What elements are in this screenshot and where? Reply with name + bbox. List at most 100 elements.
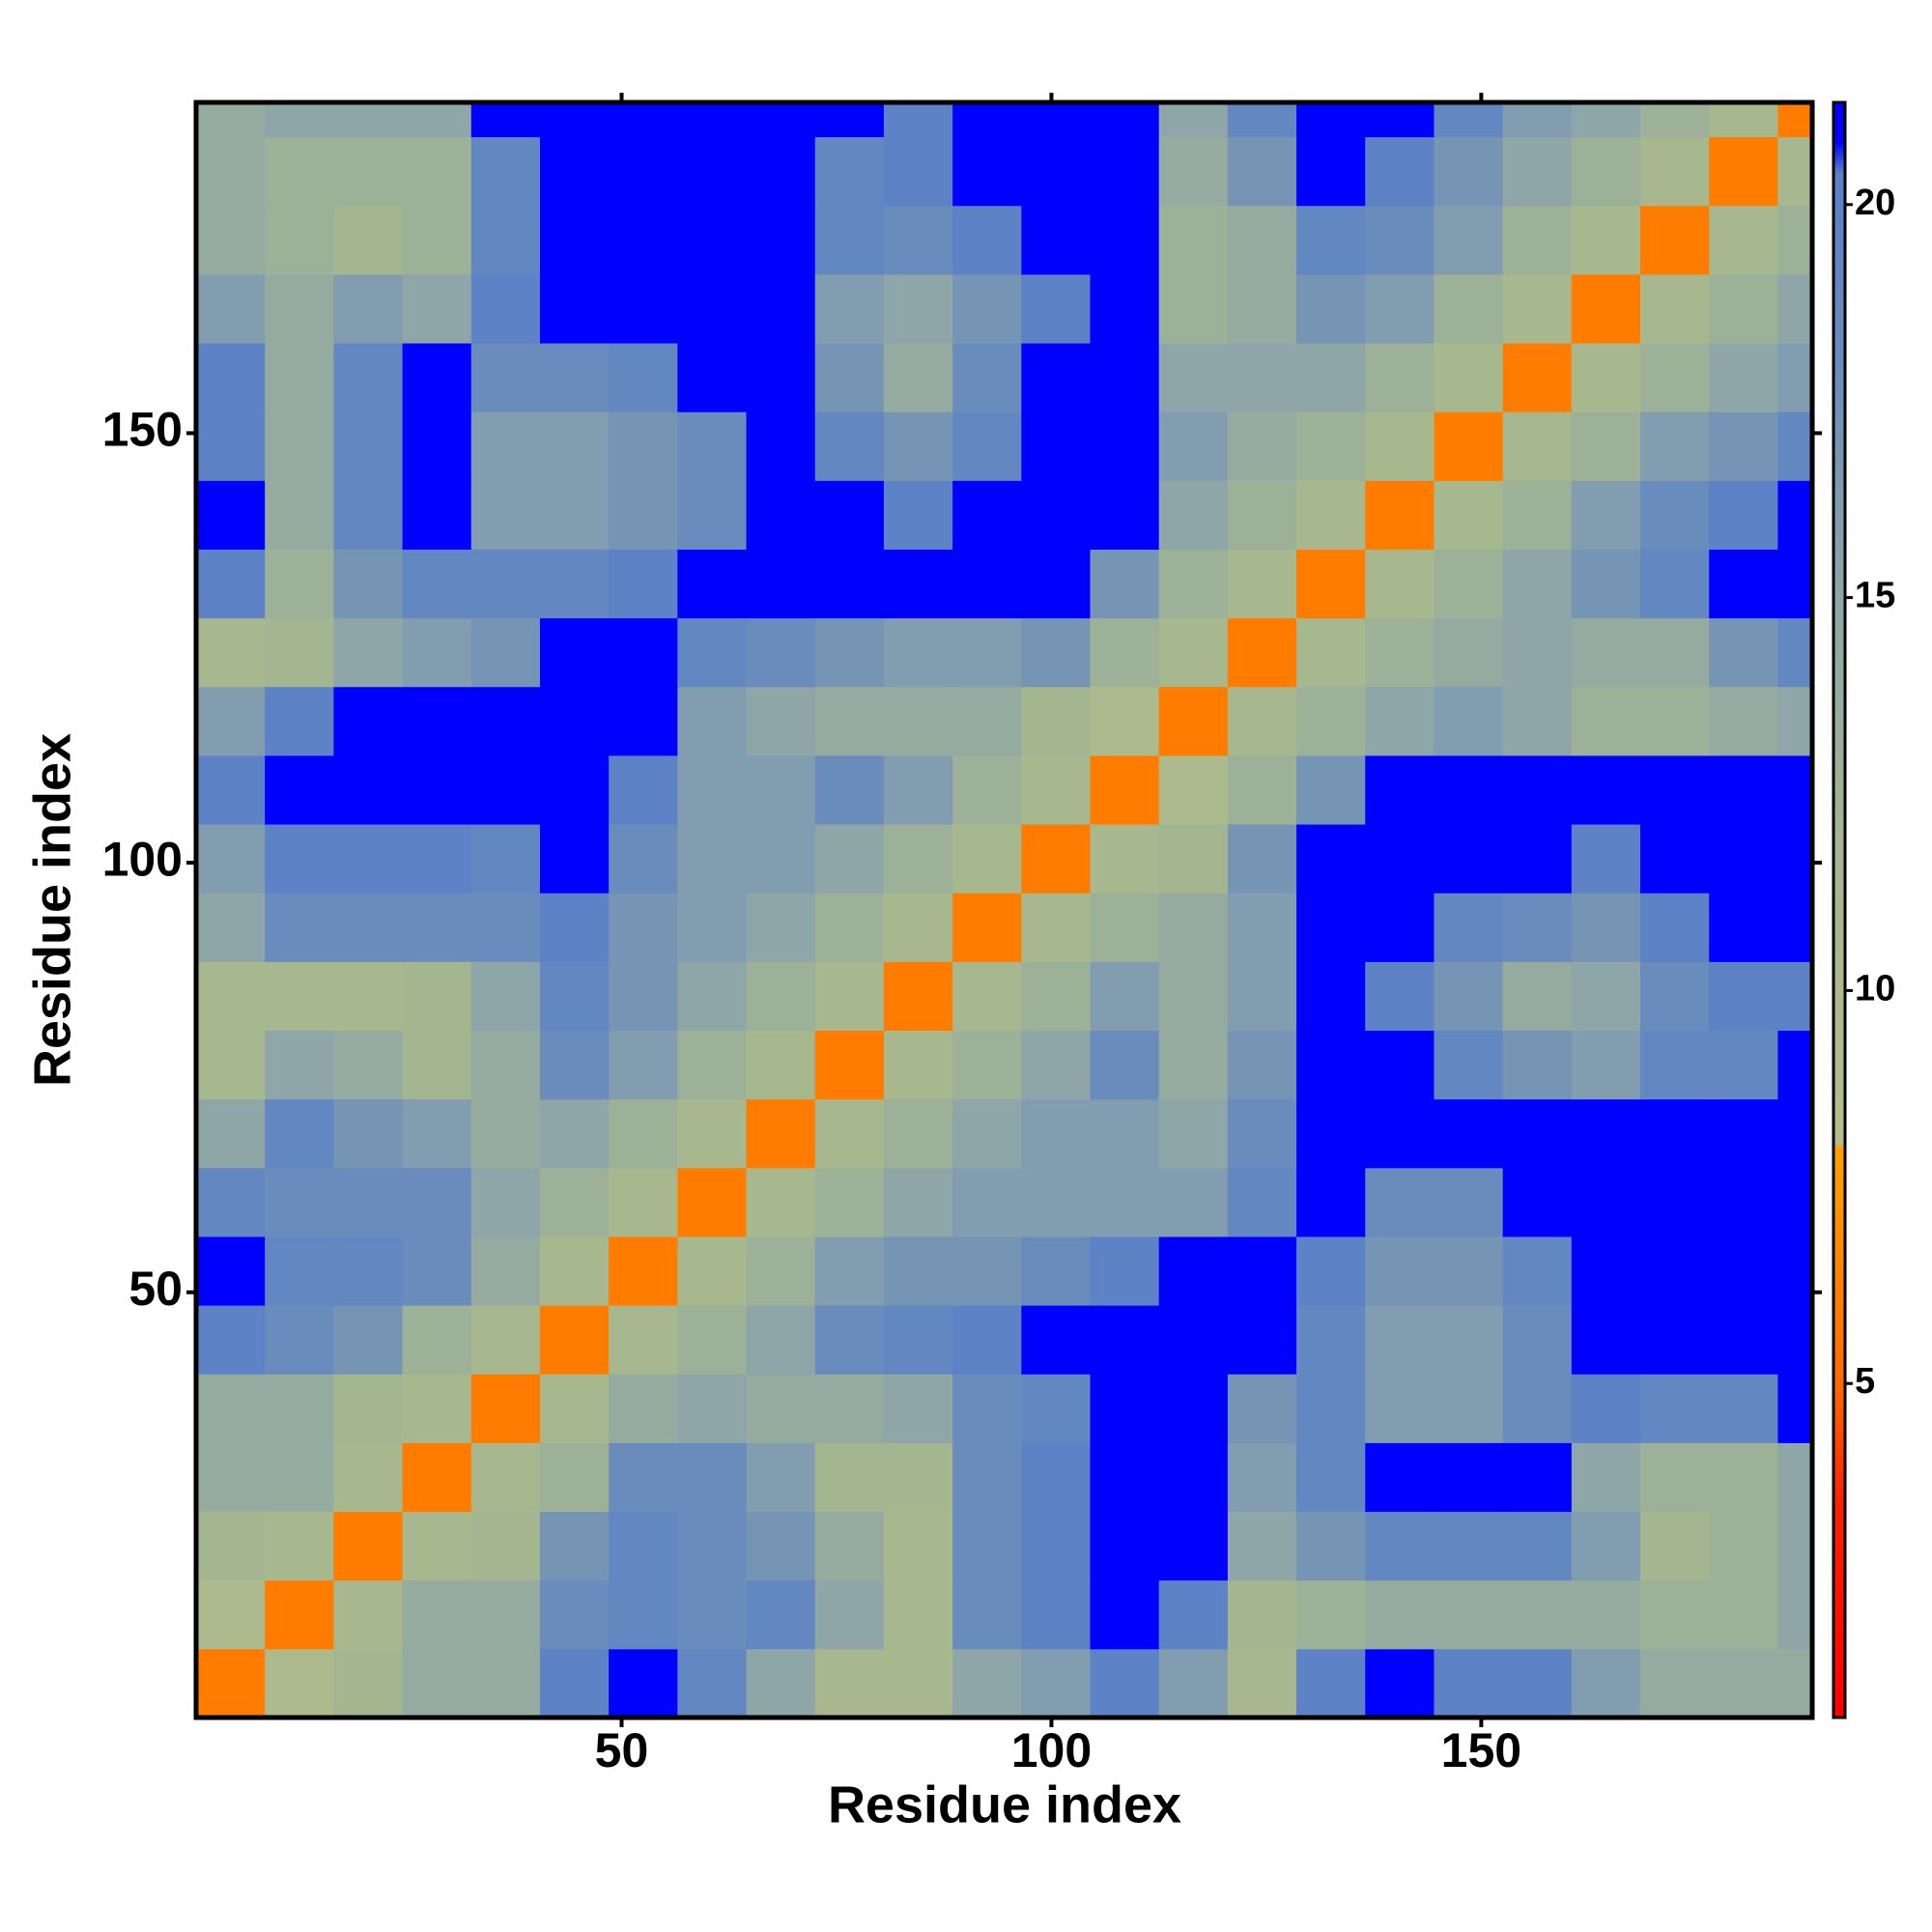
heatmap-cell (952, 824, 1022, 894)
heatmap-cell (265, 961, 334, 1032)
heatmap-cell (1777, 1442, 1813, 1513)
heatmap-cell (1365, 754, 1435, 825)
heatmap-cell (814, 549, 885, 619)
heatmap-cell (1434, 1511, 1504, 1581)
heatmap-cell (1021, 273, 1091, 344)
heatmap-cell (1158, 1098, 1229, 1169)
heatmap-cell (1365, 961, 1435, 1032)
heatmap-cell (196, 205, 266, 275)
heatmap-cell (1158, 617, 1229, 688)
heatmap-cell (1571, 961, 1641, 1032)
heatmap-cell (1640, 1305, 1710, 1375)
heatmap-cell (609, 273, 678, 344)
heatmap-cell (677, 754, 748, 825)
heatmap-cell (1571, 1579, 1641, 1650)
heatmap-cell (333, 1374, 404, 1443)
heatmap-cell (265, 412, 334, 481)
heatmap-cell (609, 961, 678, 1032)
heatmap-cell (402, 1511, 472, 1581)
heatmap-cell (952, 617, 1022, 688)
heatmap-cell (1571, 686, 1641, 756)
heatmap-cell (1571, 824, 1641, 894)
heatmap-cell (609, 205, 678, 275)
heatmap-cell (1227, 1374, 1297, 1443)
heatmap-cell (265, 1236, 334, 1306)
heatmap-cell (539, 136, 610, 207)
heatmap-cell (814, 1511, 885, 1581)
heatmap-cell (1296, 754, 1366, 825)
heatmap-cell (1158, 102, 1229, 138)
heatmap-cell (1227, 1236, 1297, 1306)
heatmap-cell (952, 1236, 1022, 1306)
heatmap-cell (1296, 686, 1366, 756)
heatmap-cell (1434, 549, 1504, 619)
heatmap-cell (952, 1374, 1022, 1443)
heatmap-cell (1777, 893, 1813, 962)
heatmap-cell (746, 1030, 816, 1100)
heatmap-cell (333, 617, 404, 688)
heatmap-cell (1227, 412, 1297, 481)
heatmap-cell (1640, 102, 1710, 138)
heatmap-cell (1709, 1374, 1778, 1443)
heatmap-cell (1434, 893, 1504, 962)
heatmap-cell (333, 754, 404, 825)
heatmap-cell (1365, 686, 1435, 756)
heatmap-cell (1502, 412, 1573, 481)
heatmap-cell (1640, 686, 1710, 756)
heatmap-cell (1158, 1030, 1229, 1100)
heatmap-cell (883, 961, 953, 1032)
heatmap-cell (609, 1511, 678, 1581)
heatmap-cell (1502, 1442, 1573, 1513)
heatmap-cell (470, 1167, 541, 1237)
heatmap-cell (402, 617, 472, 688)
heatmap-cell (1158, 273, 1229, 344)
heatmap-cell (952, 205, 1022, 275)
heatmap-cell (470, 480, 541, 550)
heatmap-cell (539, 961, 610, 1032)
heatmap-cell (539, 824, 610, 894)
heatmap-cell (470, 686, 541, 756)
heatmap-cell (814, 1648, 885, 1719)
heatmap-cell (677, 1511, 748, 1581)
heatmap-cell (677, 412, 748, 481)
heatmap-cell (1227, 754, 1297, 825)
heatmap-cell (1434, 961, 1504, 1032)
heatmap-cell (1709, 102, 1778, 138)
heatmap-cell (1777, 1648, 1813, 1719)
heatmap-cell (1640, 1236, 1710, 1306)
heatmap-cell (470, 136, 541, 207)
heatmap-cell (265, 824, 334, 894)
heatmap-cell (1709, 1236, 1778, 1306)
heatmap-cell (952, 893, 1022, 962)
heatmap-cell (1640, 754, 1710, 825)
heatmap-cell (677, 102, 748, 138)
heatmap-cell (746, 1511, 816, 1581)
heatmap-cell (746, 893, 816, 962)
heatmap-cell (1571, 754, 1641, 825)
heatmap-cell (1227, 1167, 1297, 1237)
heatmap-cell (1158, 686, 1229, 756)
heatmap-cell (814, 273, 885, 344)
heatmap-cell (1296, 273, 1366, 344)
heatmap-cell (746, 412, 816, 481)
heatmap-cell (1502, 273, 1573, 344)
heatmap-cell (1227, 617, 1297, 688)
heatmap-cell (609, 1579, 678, 1650)
heatmap-cell (1640, 1030, 1710, 1100)
heatmap-cell (814, 754, 885, 825)
heatmap-cell (883, 102, 953, 138)
heatmap-cell (677, 961, 748, 1032)
heatmap-cell (196, 1167, 266, 1237)
heatmap-cell (1640, 961, 1710, 1032)
heatmap-cell (539, 1305, 610, 1375)
heatmap-cell (1571, 1167, 1641, 1237)
heatmap-cell (1021, 205, 1091, 275)
heatmap-cell (1571, 102, 1641, 138)
heatmap-cell (1434, 1098, 1504, 1169)
heatmap-cell (1090, 412, 1160, 481)
heatmap-cell (609, 136, 678, 207)
heatmap-cell (402, 549, 472, 619)
heatmap-cell (1158, 1648, 1229, 1719)
y-tick-label: 150 (102, 403, 183, 457)
